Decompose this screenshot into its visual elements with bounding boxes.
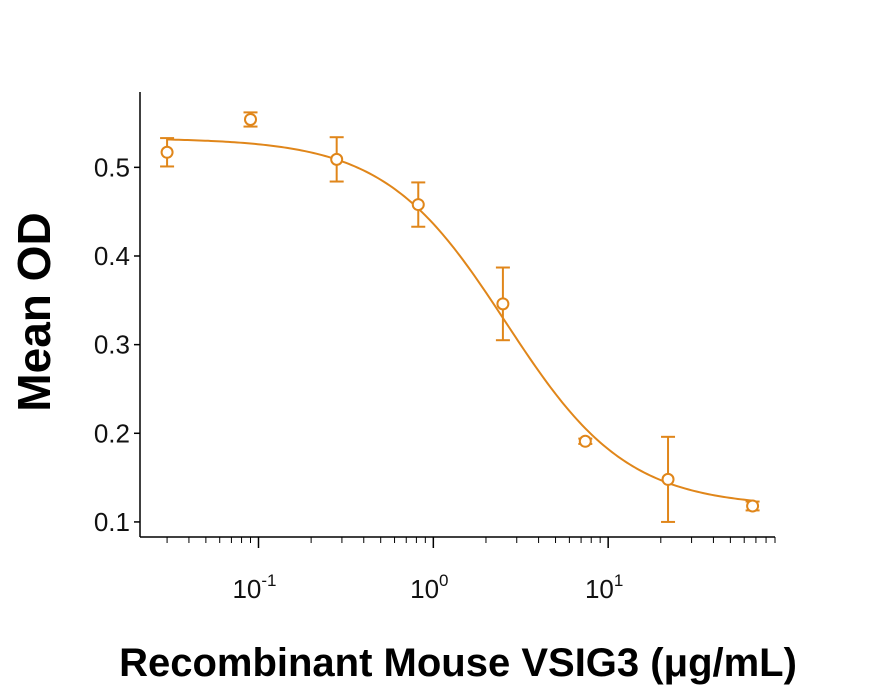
y-axis-title: Mean OD (8, 212, 60, 411)
data-point-group (495, 266, 510, 342)
data-point (411, 198, 425, 212)
data-point-group (578, 434, 593, 448)
data-point-group (243, 111, 258, 128)
data-point-group (661, 435, 676, 523)
y-ticks: 0.1 0.2 0.3 0.4 0.5 (94, 152, 140, 537)
data-point-group (329, 136, 344, 183)
data-point (243, 112, 257, 126)
x-tick-label: 100 (410, 571, 448, 604)
y-tick-label: 0.5 (94, 152, 130, 182)
data-point (746, 499, 760, 513)
fit-layer (167, 138, 753, 502)
y-tick-label: 0.3 (94, 330, 130, 360)
data-point (330, 152, 344, 166)
x-tick-label: 10-1 (232, 571, 276, 604)
y-tick-label: 0.1 (94, 507, 130, 537)
data-point (160, 145, 174, 159)
data-point-group (745, 499, 760, 513)
data-point (661, 472, 675, 486)
data-point-group (411, 181, 426, 228)
x-tick-label: 101 (585, 571, 623, 604)
x-ticks: 10-1 100 101 (166, 537, 776, 604)
data-point (496, 297, 510, 311)
y-tick-label: 0.4 (94, 241, 130, 271)
data-point-group (160, 137, 175, 168)
fit-curve (167, 138, 753, 502)
data-point (578, 434, 592, 448)
points-layer (160, 111, 760, 523)
axes: 0.1 0.2 0.3 0.4 0.5 10-1 100 101 (94, 92, 776, 604)
x-axis-title: Recombinant Mouse VSIG3 (μg/mL) (119, 641, 797, 685)
y-tick-label: 0.2 (94, 418, 130, 448)
